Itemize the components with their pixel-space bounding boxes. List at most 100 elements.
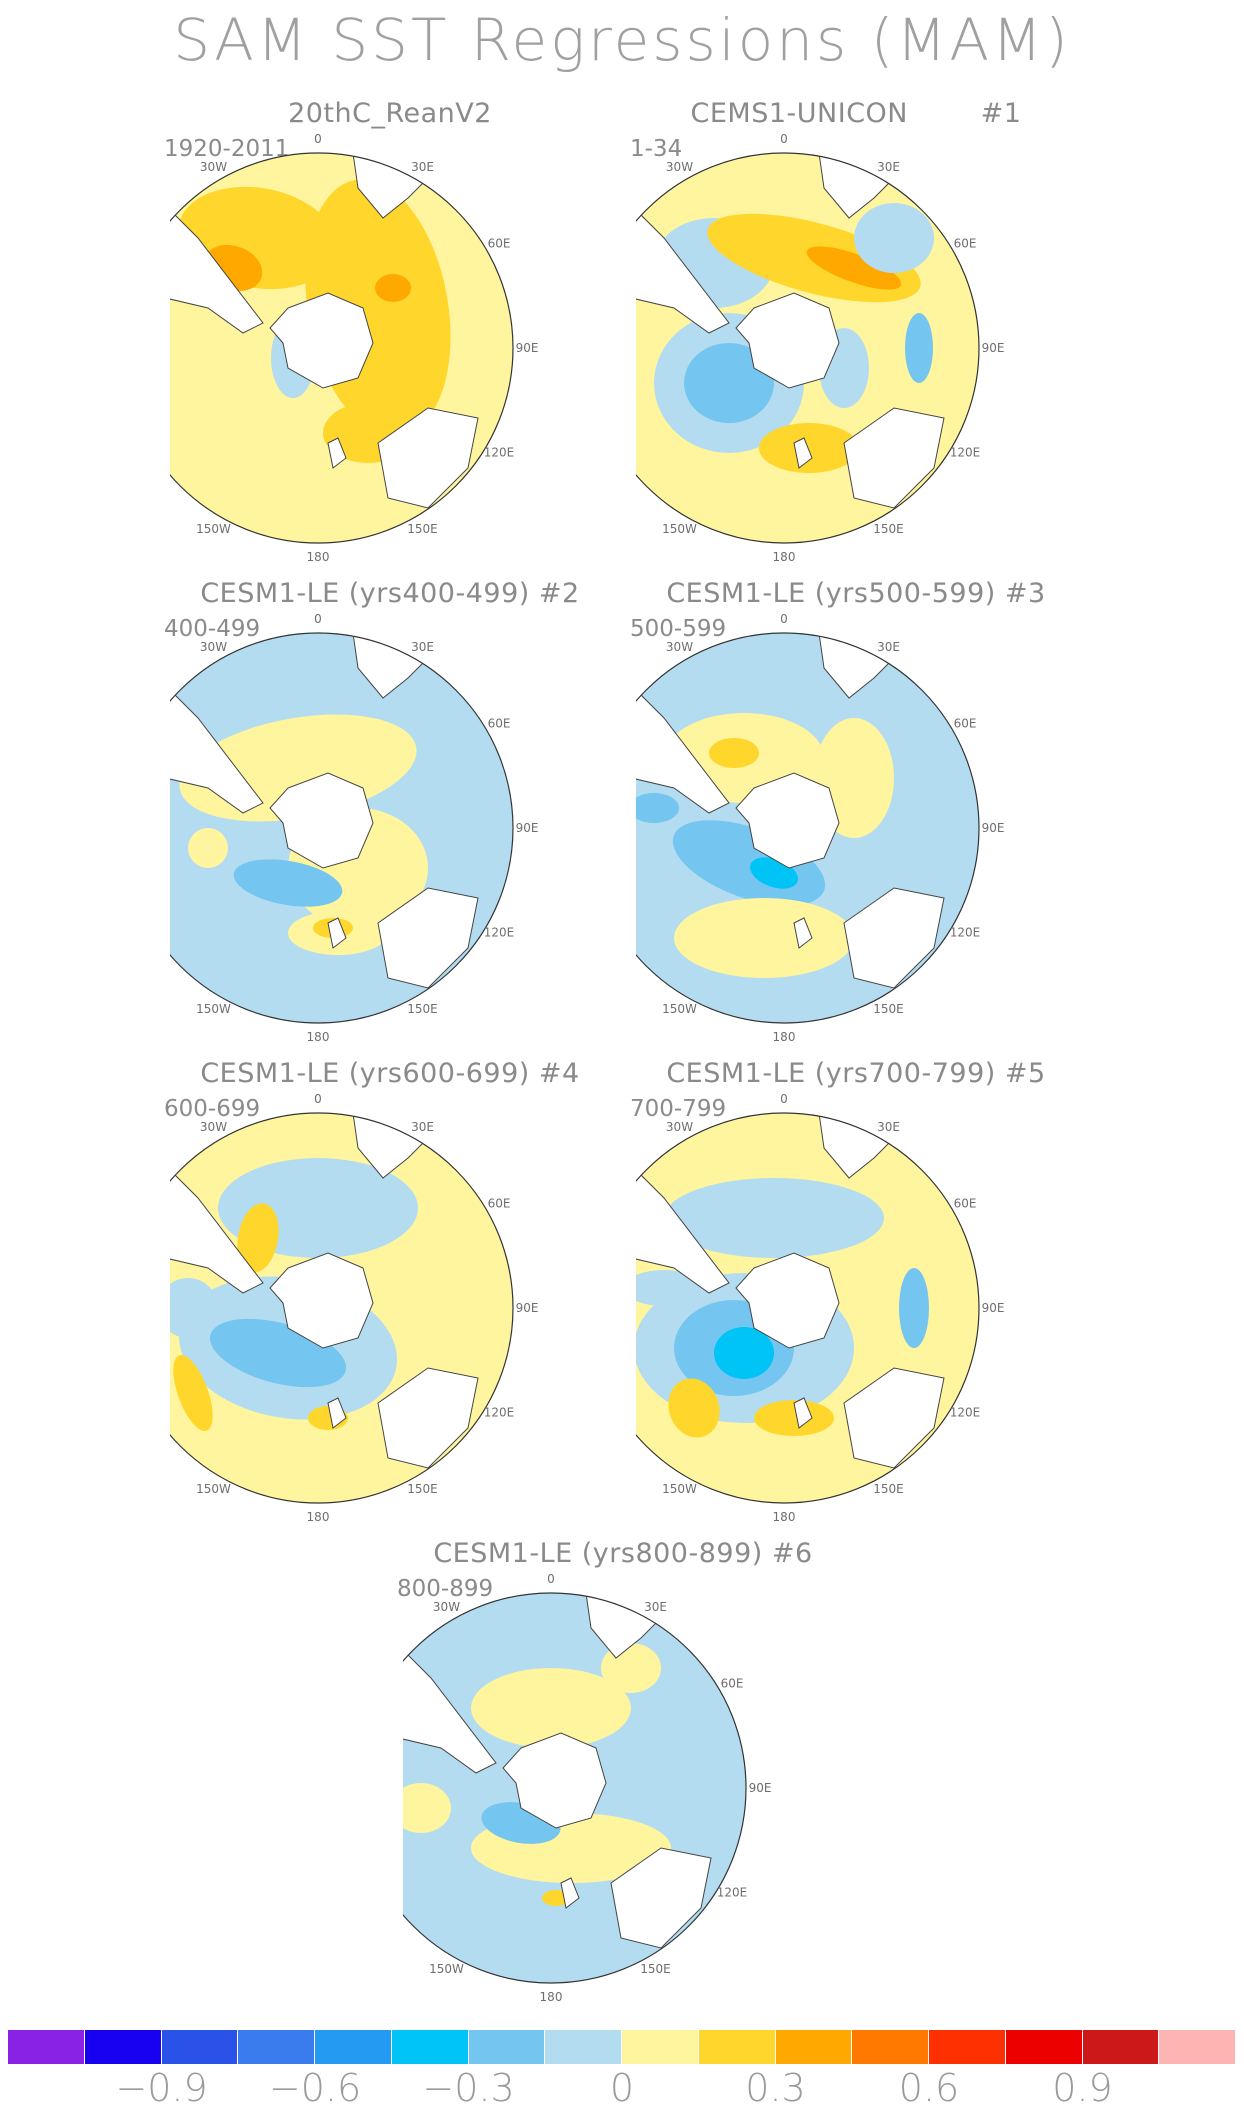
colorbar-swatch [698,2030,776,2064]
longitude-label: 150E [407,1002,438,1016]
longitude-label: 30E [877,1120,900,1134]
longitude-label: 60E [488,237,511,251]
longitude-label: 30W [666,1120,693,1134]
longitude-label: 120E [717,1886,748,1900]
sst-field [403,1593,746,1983]
panel-title: CESM1-LE (yrs700-799) #5 [666,1058,1046,1089]
longitude-label: 30W [200,160,227,174]
longitude-label: 150W [662,522,697,536]
map-panel-le-400: CESM1-LE (yrs400-499) #2 400-499 0 30E 60E… [164,578,600,1048]
longitude-label: 90E [516,1301,539,1315]
polar-map: 030E60E90E120E150E180150W120W90W60W30W [636,612,1005,1044]
polar-map: 030E60E90E120E150E180150W120W90W60W30W [170,1092,539,1524]
colorbar-swatch [622,2030,699,2064]
longitude-label: 60E [954,237,977,251]
map-boundary [170,152,514,544]
map-boundary [636,152,980,544]
longitude-label: 0 [547,1572,555,1586]
longitude-label: 180 [773,1030,796,1044]
colorbar-swatch [1159,2030,1236,2064]
longitude-label: 180 [773,1510,796,1524]
panel-title: 20thC_ReanV2 [288,98,492,129]
panel-period: 400-499 [164,616,261,642]
longitude-label: 30E [411,640,434,654]
longitude-label: 0 [314,612,322,626]
longitude-label: 150W [662,1482,697,1496]
figure-title: SAM SST Regressions (MAM) [173,6,1071,74]
polar-map: 030E60E90E120E150E180150W120W90W60W30W [170,132,539,564]
colorbar-tick: 0 [609,2066,635,2110]
longitude-label: 90E [982,821,1005,835]
longitude-label: 180 [540,1990,563,2004]
colorbar-swatch [161,2030,239,2064]
longitude-label: 90E [982,341,1005,355]
longitude-label: 0 [780,612,788,626]
colorbar [8,2030,1236,2064]
colorbar-tick: 0.6 [898,2066,960,2110]
sst-field [170,1113,513,1503]
colorbar-swatch [852,2030,929,2064]
colorbar-swatch [929,2030,1006,2064]
sst-field [636,1113,979,1503]
panel-period: 1920-2011 [164,136,290,162]
colorbar-tick: −0.6 [268,2066,362,2110]
map-panel-unicon: CEMS1-UNICON #1 1-34 0 30E 60E 90E 120E 150E 1… [630,98,1066,568]
colorbar-tick-labels: −0.9 −0.6 −0.3 0 0.3 0.6 0.9 [8,2066,1236,2110]
panel-period: 600-699 [164,1096,261,1122]
polar-map: 030E60E90E120E150E180150W120W90W60W30W [403,1572,771,2004]
longitude-label: 90E [982,1301,1005,1315]
colorbar-swatch [315,2030,392,2064]
longitude-label: 150W [196,1482,231,1496]
landmass [403,1593,712,1949]
longitude-label: 60E [721,1677,744,1691]
longitude-label: 30E [877,640,900,654]
polar-map: 030E60E90E120E150E180150W120W90W60W30W [636,1092,1005,1524]
longitude-label: 150E [640,1962,671,1976]
longitude-label: 30W [200,1120,227,1134]
longitude-label: 120E [950,926,981,940]
map-boundary [403,1592,747,1984]
longitude-label: 90E [516,341,539,355]
longitude-label: 150E [407,522,438,536]
longitude-label: 150W [196,1002,231,1016]
sst-field [636,153,979,543]
panel-period: 1-34 [630,136,683,162]
longitude-label: 0 [314,132,322,146]
colorbar-swatch [238,2030,315,2064]
longitude-label: 120E [950,1406,981,1420]
longitude-label: 180 [773,550,796,564]
longitude-label: 30E [411,1120,434,1134]
longitude-label: 150E [407,1482,438,1496]
landmass [170,153,479,509]
longitude-label: 0 [780,1092,788,1106]
map-boundary [170,1112,514,1504]
longitude-label: 150W [196,522,231,536]
longitude-label: 60E [954,717,977,731]
longitude-label: 120E [484,926,514,940]
map-panel-le-600: CESM1-LE (yrs600-699) #4 600-699 0 30E 60E… [164,1058,600,1528]
longitude-label: 60E [488,1197,511,1211]
colorbar-tick: 0.3 [745,2066,806,2110]
longitude-label: 30E [644,1600,667,1614]
sst-field [636,633,979,1023]
longitude-label: 180 [307,1030,330,1044]
longitude-label: 30E [877,160,900,174]
map-boundary [170,632,514,1024]
panel-period: 500-599 [630,616,727,642]
longitude-label: 150E [873,1002,904,1016]
landmass [170,633,479,989]
panel-title: CESM1-LE (yrs800-899) #6 [433,1538,813,1569]
landmass [636,633,945,989]
longitude-label: 0 [314,1092,322,1106]
panel-period: 700-799 [630,1096,727,1122]
longitude-label: 0 [780,132,788,146]
map-boundary [636,632,980,1024]
sst-field [170,153,513,543]
longitude-label: 30W [666,160,693,174]
colorbar-swatch [775,2030,853,2064]
longitude-label: 60E [954,1197,977,1211]
colorbar-tick: −0.9 [115,2066,208,2110]
colorbar-swatch [84,2030,162,2064]
longitude-label: 150W [429,1962,464,1976]
panel-title: CESM1-LE (yrs500-599) #3 [666,578,1046,609]
